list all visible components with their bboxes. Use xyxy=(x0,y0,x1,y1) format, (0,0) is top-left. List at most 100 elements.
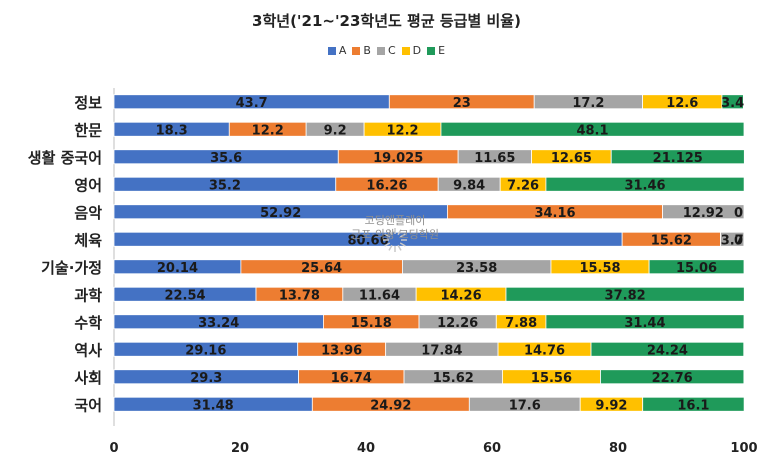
data-label: 35.2 xyxy=(209,178,241,193)
bar-segment-c xyxy=(720,231,745,247)
data-label: 15.06 xyxy=(676,261,717,276)
data-label: 43.7 xyxy=(236,96,268,111)
data-label: 31.46 xyxy=(624,178,665,193)
legend-swatch xyxy=(352,46,361,55)
data-label: 9.92 xyxy=(595,398,627,413)
data-label: 23 xyxy=(453,96,471,111)
data-label: 33.24 xyxy=(198,316,239,331)
data-label: 12.92 xyxy=(683,206,724,221)
data-label: 24.92 xyxy=(370,398,411,413)
data-label: 22.76 xyxy=(652,371,693,386)
data-label: 37.82 xyxy=(605,288,646,303)
category-label: 기술·가정 xyxy=(41,259,102,277)
x-tick-label: 0 xyxy=(109,441,118,456)
chart-title: 3학년('21~'23학년도 평균 등급별 비율) xyxy=(252,12,521,30)
legend-label: E xyxy=(438,44,446,57)
legend-swatch xyxy=(401,46,410,55)
legend-item-c: C xyxy=(376,44,396,57)
data-label: 12.2 xyxy=(387,123,419,138)
data-label: 34.16 xyxy=(534,206,575,221)
data-label: 15.58 xyxy=(579,261,620,276)
data-label: 9.2 xyxy=(324,123,347,138)
x-tick-label: 60 xyxy=(483,441,501,456)
legend-label: D xyxy=(412,44,422,57)
watermark-ornament xyxy=(399,233,406,238)
watermark-ornament xyxy=(388,244,393,251)
data-label: 16.1 xyxy=(677,398,709,413)
watermark-ornament xyxy=(397,229,402,236)
bar-segment-e xyxy=(648,259,745,275)
data-label: 52.92 xyxy=(260,206,301,221)
x-tick-label: 20 xyxy=(231,441,249,456)
watermark-ornament xyxy=(399,242,406,247)
data-label: 35.6 xyxy=(210,151,242,166)
data-label: 29.16 xyxy=(185,343,226,358)
data-label: 17.84 xyxy=(421,343,462,358)
x-tick-label: 40 xyxy=(357,441,375,456)
data-label: 15.62 xyxy=(433,371,474,386)
bar-segment-c xyxy=(662,204,745,220)
data-label: 15.56 xyxy=(531,371,572,386)
legend-label: A xyxy=(338,44,347,57)
legend: A B C D E xyxy=(0,44,773,57)
data-label: 11.65 xyxy=(474,151,515,166)
category-label: 국어 xyxy=(74,396,102,414)
data-label: 29.3 xyxy=(190,371,222,386)
data-label: 12.65 xyxy=(551,151,592,166)
data-label: 16.26 xyxy=(366,178,407,193)
category-label: 사회 xyxy=(74,369,102,387)
data-label: 21.125 xyxy=(653,151,703,166)
data-label: 14.26 xyxy=(441,288,482,303)
watermark-ornament xyxy=(384,242,391,247)
category-label: 수학 xyxy=(74,314,102,332)
data-label: 7.26 xyxy=(507,178,539,193)
data-label: 19.025 xyxy=(373,151,423,166)
data-label: 17.2 xyxy=(572,96,604,111)
data-label: 20.14 xyxy=(157,261,198,276)
legend-swatch xyxy=(427,46,436,55)
data-label: 22.54 xyxy=(164,288,205,303)
data-label: 11.64 xyxy=(359,288,400,303)
bar-segment-e xyxy=(545,176,745,192)
category-label: 한문 xyxy=(74,121,102,139)
data-label: 12.2 xyxy=(252,123,284,138)
data-label: 31.48 xyxy=(193,398,234,413)
data-label: 25.64 xyxy=(301,261,342,276)
data-label: 15.18 xyxy=(351,316,392,331)
watermark-ornament xyxy=(388,229,393,236)
data-label: 12.26 xyxy=(437,316,478,331)
data-label: 18.3 xyxy=(156,123,188,138)
bar-segment-e xyxy=(505,286,745,302)
bar-segment-e xyxy=(590,341,745,357)
data-label: 24.24 xyxy=(647,343,688,358)
category-label: 생활 중국어 xyxy=(28,149,102,167)
category-label: 체육 xyxy=(74,231,102,249)
category-label: 역사 xyxy=(74,341,102,359)
bar-segment-e xyxy=(721,94,744,110)
category-label: 과학 xyxy=(74,286,102,304)
legend-swatch xyxy=(376,46,385,55)
data-label: 17.6 xyxy=(509,398,541,413)
data-label: 0 xyxy=(734,206,743,221)
data-label: 80.66 xyxy=(348,233,389,248)
watermark-ornament xyxy=(384,233,391,238)
data-label: 31.44 xyxy=(624,316,665,331)
watermark-line2: 군포·의왕 코딩학원 xyxy=(351,228,439,241)
bar-segment-e xyxy=(440,121,745,137)
bar-segment-e xyxy=(545,314,745,330)
data-label: 15.62 xyxy=(651,233,692,248)
watermark-ornament xyxy=(397,244,402,251)
category-label: 정보 xyxy=(74,94,102,112)
legend-item-b: B xyxy=(352,44,371,57)
watermark: 코딩앤플레이 군포·의왕 코딩학원 xyxy=(330,214,460,242)
legend-item-a: A xyxy=(327,44,347,57)
data-label: 23.58 xyxy=(456,261,497,276)
data-label: 7.88 xyxy=(505,316,537,331)
legend-item-e: E xyxy=(427,44,445,57)
legend-item-d: D xyxy=(401,44,422,57)
data-label: 13.96 xyxy=(321,343,362,358)
x-tick-label: 80 xyxy=(609,441,627,456)
data-label: 16.74 xyxy=(331,371,372,386)
data-label: 14.76 xyxy=(524,343,565,358)
data-label: 12.6 xyxy=(666,96,698,111)
